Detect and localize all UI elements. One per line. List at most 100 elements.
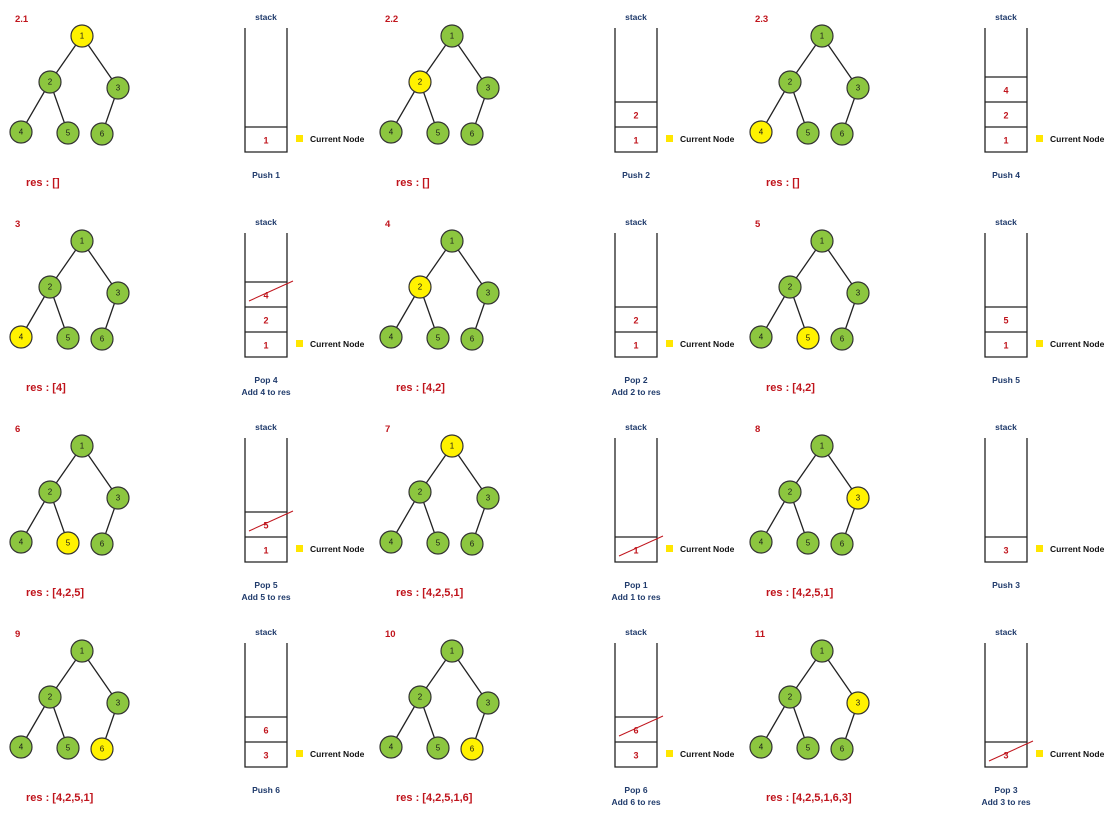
tree-node: [106, 281, 130, 305]
tree-node-label: 2: [788, 78, 793, 87]
tree-node-label: 3: [486, 699, 491, 708]
stack-title: stack: [625, 217, 647, 227]
step-number: 2.2: [385, 14, 398, 25]
tree-node-label: 4: [389, 743, 394, 752]
stack-container: [984, 233, 1028, 358]
stack-title: stack: [995, 217, 1017, 227]
step-panel: 2.2 1 2 3 4 5 6 res : [] stack 1 2 Current Node Push…: [379, 12, 735, 189]
tree-node-label: 6: [840, 540, 845, 549]
operation-caption: Push 6: [252, 785, 280, 795]
tree-node: [476, 486, 500, 510]
tree-node-label: 3: [856, 699, 861, 708]
stack: stack 1 5 Current Node Push 5: [984, 217, 1105, 385]
tree-node-label: 2: [418, 78, 423, 87]
step-panel: 2.1 1 2 3 4 5 6 res : [] stack 1 Current Node Push …: [9, 12, 365, 189]
step-number: 2.3: [755, 14, 768, 25]
tree-node-label: 6: [100, 335, 105, 344]
result-text: res : [4,2,5,1,6]: [396, 792, 473, 804]
result-text: res : [4,2,5,1]: [766, 587, 834, 599]
tree-node-label: 4: [389, 538, 394, 547]
tree-node-label: 1: [820, 32, 825, 41]
result-text: res : [4,2]: [396, 382, 445, 394]
tree-node: [90, 327, 114, 351]
step-number: 9: [15, 629, 20, 640]
tree-node: [408, 685, 432, 709]
strike-through-line: [988, 740, 1034, 762]
tree-node: [778, 70, 802, 94]
tree-node-label: 5: [66, 334, 71, 343]
stack-title: stack: [255, 217, 277, 227]
current-node-label: Current Node: [680, 134, 735, 144]
tree-node-label: 5: [66, 539, 71, 548]
strike-through-line: [618, 715, 664, 737]
tree-node-label: 5: [436, 539, 441, 548]
tree-node-label: 5: [806, 334, 811, 343]
tree-node: [70, 229, 94, 253]
step-number: 10: [385, 629, 396, 640]
tree-node-label: 4: [759, 538, 764, 547]
step-number: 11: [755, 629, 766, 640]
tree-node-label: 3: [116, 289, 121, 298]
stack-container: [614, 643, 658, 768]
current-node-marker: [296, 545, 303, 552]
tree-node-label: 1: [80, 32, 85, 41]
tree-node: [476, 691, 500, 715]
tree-node: [796, 121, 820, 145]
stack: stack 3 6 Current Node Pop 6 Add 6 to res: [611, 627, 734, 807]
stack: stack 1 2 Current Node Push 2: [614, 12, 735, 180]
current-node-marker: [1036, 545, 1043, 552]
step-panel: 6 1 2 3 4 5 6 res : [4,2,5] stack 1 5 Current Node P…: [9, 422, 365, 602]
tree-node-label: 4: [389, 128, 394, 137]
operation-caption: Pop 5: [254, 580, 277, 590]
tree-node-label: 1: [450, 237, 455, 246]
tree-node: [9, 530, 33, 554]
tree-node: [56, 736, 80, 760]
tree-node-current: [90, 737, 114, 761]
stack: stack 1 2 Current Node Pop 2 Add 2 to res: [611, 217, 734, 397]
tree-node-label: 2: [418, 283, 423, 292]
tree-node: [810, 24, 834, 48]
stack-cell-value: 2: [633, 316, 638, 326]
stack-title: stack: [995, 422, 1017, 432]
stack-cell-value: 2: [1003, 111, 1008, 121]
tree-node-label: 4: [19, 128, 24, 137]
tree-node-current: [440, 434, 464, 458]
tree-node: [830, 327, 854, 351]
current-node-label: Current Node: [1050, 749, 1105, 759]
stack: stack 3 Current Node Pop 3 Add 3 to res: [981, 627, 1104, 807]
stack-cell-value: 1: [263, 341, 268, 351]
tree-node-current: [846, 486, 870, 510]
tree-node-label: 6: [840, 335, 845, 344]
current-node-label: Current Node: [310, 134, 365, 144]
stack-title: stack: [255, 627, 277, 637]
step-panel: 4 1 2 3 4 5 6 res : [4,2] stack 1 2 Current Node Pop…: [379, 217, 735, 397]
tree-node: [749, 325, 773, 349]
tree-node: [90, 532, 114, 556]
binary-tree: 1 2 3 4 5 6: [749, 24, 870, 146]
strike-through-line: [618, 535, 664, 557]
tree-node-label: 5: [436, 744, 441, 753]
tree-node: [846, 281, 870, 305]
tree-node: [106, 486, 130, 510]
current-node-label: Current Node: [310, 749, 365, 759]
step-number: 2.1: [15, 14, 29, 25]
stack: stack 1 5 Current Node Pop 5 Add 5 to res: [241, 422, 364, 602]
binary-tree: 1 2 3 4 5 6: [9, 24, 130, 146]
binary-tree: 1 2 3 4 5 6: [9, 229, 130, 351]
stack-container: [244, 438, 288, 563]
stack-cell-value: 3: [263, 751, 268, 761]
tree-node-label: 1: [820, 237, 825, 246]
strike-through-line: [248, 280, 294, 302]
step-panel: 2.3 1 2 3 4 5 6 res : [] stack 1 2 4 Current Node Pus…: [749, 12, 1105, 189]
stack: stack 1 Current Node Push 1: [244, 12, 365, 180]
tree-node-label: 1: [450, 647, 455, 656]
tree-node-label: 6: [100, 745, 105, 754]
tree-node: [796, 736, 820, 760]
step-panel: 8 1 2 3 4 5 6 res : [4,2,5,1] stack 3 Current Node…: [749, 422, 1105, 599]
tree-node-label: 3: [856, 289, 861, 298]
current-node-label: Current Node: [680, 749, 735, 759]
tree-node-label: 5: [806, 744, 811, 753]
tree-node-label: 2: [788, 693, 793, 702]
tree-node-label: 4: [759, 333, 764, 342]
